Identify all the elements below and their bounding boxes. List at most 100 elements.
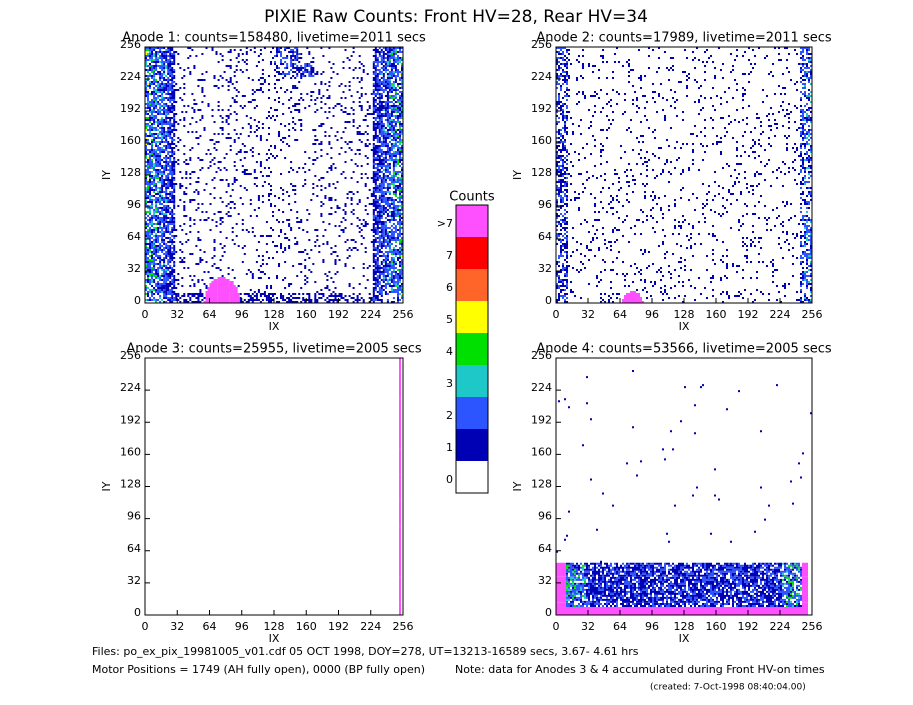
- x-tick-label: 96: [645, 308, 659, 321]
- y-tick-label: 160: [120, 134, 141, 147]
- colorbar-box: [456, 461, 488, 493]
- y-tick-label: 0: [134, 606, 141, 619]
- x-tick-label: 64: [203, 620, 217, 633]
- x-tick-label: 96: [645, 620, 659, 633]
- y-tick-label: 32: [127, 262, 141, 275]
- speckle: [556, 47, 812, 303]
- y-tick-label: 256: [120, 349, 141, 362]
- y-tick-label: 192: [531, 102, 552, 115]
- x-tick-label: 0: [553, 620, 560, 633]
- panel-title: Anode 1: counts=158480, livetime=2011 se…: [122, 31, 426, 46]
- x-axis-label: IX: [679, 632, 690, 645]
- x-tick-label: 160: [706, 620, 727, 633]
- y-tick-label: 256: [531, 349, 552, 362]
- y-tick-label: 192: [120, 102, 141, 115]
- colorbar-label: 3: [446, 377, 453, 390]
- x-tick-label: 192: [328, 620, 349, 633]
- y-axis-label: IY: [511, 481, 524, 491]
- x-tick-label: 192: [738, 308, 759, 321]
- x-tick-label: 64: [613, 308, 627, 321]
- panel-title: Anode 4: counts=53566, livetime=2005 sec…: [536, 342, 832, 357]
- y-tick-label: 128: [120, 166, 141, 179]
- panel-title: Anode 2: counts=17989, livetime=2011 sec…: [536, 31, 832, 46]
- colorbar-label: 7: [446, 249, 453, 262]
- y-tick-label: 128: [120, 478, 141, 491]
- speckle: [622, 291, 644, 303]
- x-tick-label: 128: [674, 308, 695, 321]
- x-tick-label: 256: [393, 308, 414, 321]
- x-axis-label: IX: [269, 632, 280, 645]
- x-tick-label: 256: [802, 620, 823, 633]
- y-tick-label: 32: [127, 574, 141, 587]
- y-tick-label: 160: [531, 134, 552, 147]
- colorbar-box: [456, 397, 488, 429]
- y-tick-label: 32: [538, 574, 552, 587]
- x-tick-label: 256: [393, 620, 414, 633]
- colorbar-label: >7: [437, 217, 453, 230]
- y-tick-label: 96: [538, 198, 552, 211]
- x-tick-label: 192: [328, 308, 349, 321]
- x-tick-label: 96: [235, 620, 249, 633]
- x-tick-label: 96: [235, 308, 249, 321]
- y-axis-label: IY: [511, 170, 524, 180]
- x-tick-label: 128: [264, 620, 285, 633]
- colorbar-box: [456, 429, 488, 461]
- x-tick-label: 224: [360, 620, 381, 633]
- x-tick-label: 128: [264, 308, 285, 321]
- colorbar-box: [456, 333, 488, 365]
- y-tick-label: 64: [538, 542, 552, 555]
- x-tick-label: 0: [142, 308, 149, 321]
- panel-title: Anode 3: counts=25955, livetime=2005 sec…: [126, 342, 422, 357]
- x-tick-label: 160: [296, 308, 317, 321]
- y-tick-label: 224: [120, 381, 141, 394]
- colorbar-box: [456, 237, 488, 269]
- y-tick-label: 224: [531, 381, 552, 394]
- x-tick-label: 32: [581, 620, 595, 633]
- y-tick-label: 160: [120, 445, 141, 458]
- x-tick-label: 0: [142, 620, 149, 633]
- colorbar-box: [456, 365, 488, 397]
- speckle: [556, 562, 808, 616]
- y-tick-label: 0: [134, 294, 141, 307]
- y-tick-label: 0: [545, 294, 552, 307]
- speckle: [556, 370, 812, 608]
- speckle: [566, 562, 802, 608]
- x-tick-label: 256: [802, 308, 823, 321]
- x-tick-label: 32: [170, 620, 184, 633]
- page-title: PIXIE Raw Counts: Front HV=28, Rear HV=3…: [264, 7, 648, 27]
- y-tick-label: 224: [531, 70, 552, 83]
- colorbar-box: [456, 301, 488, 333]
- x-tick-label: 224: [770, 620, 791, 633]
- x-tick-label: 224: [360, 308, 381, 321]
- x-tick-label: 160: [296, 620, 317, 633]
- colorbar-frame: [455, 204, 489, 494]
- x-tick-label: 32: [170, 308, 184, 321]
- x-axis-label: IX: [679, 320, 690, 333]
- colorbar-label: 0: [446, 473, 453, 486]
- y-tick-label: 96: [127, 510, 141, 523]
- y-tick-label: 192: [120, 413, 141, 426]
- y-tick-label: 0: [545, 606, 552, 619]
- x-tick-label: 32: [581, 308, 595, 321]
- colorbar-label: 1: [446, 441, 453, 454]
- footer-created: (created: 7-Oct-1998 08:40:04.00): [650, 683, 806, 693]
- speckle: [145, 47, 404, 303]
- x-tick-label: 64: [203, 308, 217, 321]
- footer-motor: Motor Positions = 1749 (AH fully open), …: [92, 663, 425, 676]
- x-axis-label: IX: [269, 320, 280, 333]
- x-tick-label: 160: [706, 308, 727, 321]
- x-tick-label: 192: [738, 620, 759, 633]
- colorbar-box: [456, 205, 488, 237]
- colorbar-label: 5: [446, 313, 453, 326]
- y-tick-label: 256: [120, 38, 141, 51]
- y-tick-label: 64: [538, 230, 552, 243]
- speckle: [399, 358, 402, 616]
- y-tick-label: 192: [531, 413, 552, 426]
- colorbar-box: [456, 269, 488, 301]
- y-tick-label: 128: [531, 166, 552, 179]
- footer-files: Files: po_ex_pix_19981005_v01.cdf 05 OCT…: [92, 645, 639, 658]
- plot-frame: [144, 357, 404, 616]
- y-tick-label: 128: [531, 478, 552, 491]
- speckle: [804, 59, 812, 301]
